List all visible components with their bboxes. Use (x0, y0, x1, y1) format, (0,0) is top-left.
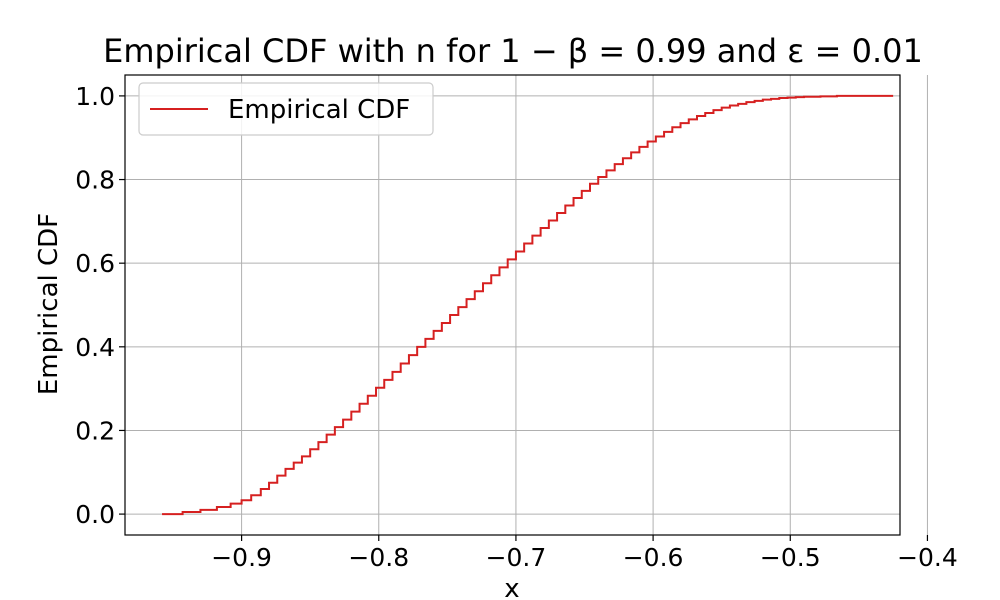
legend-label: Empirical CDF (228, 95, 410, 125)
y-tick-label: 0.4 (75, 333, 115, 362)
y-tick-label: 0.2 (75, 416, 115, 445)
x-tick-label: −0.5 (760, 543, 821, 572)
series-layer (162, 94, 894, 516)
x-tick-label: −0.6 (623, 543, 684, 572)
x-tick-label: −0.9 (211, 543, 272, 572)
y-axis-label: Empirical CDF (34, 213, 64, 395)
plot-frame (124, 74, 901, 536)
y-tick-label: 0.8 (75, 166, 115, 195)
legend: Empirical CDF (138, 82, 434, 136)
y-tick-label: 0.0 (75, 500, 115, 529)
y-tick-label: 1.0 (75, 82, 115, 111)
chart-title: Empirical CDF with n for 1 − β = 0.99 an… (103, 32, 923, 70)
x-tick-label: −0.4 (897, 543, 958, 572)
axis-ticks: −0.9 −0.8 −0.7 −0.6 −0.5 −0.4 0.0 0.2 0.4 0.6 0.8 1… (75, 82, 958, 572)
legend-frame (138, 82, 434, 136)
grid-lines (125, 75, 928, 535)
y-tick-label: 0.6 (75, 249, 115, 278)
x-axis-label: x (504, 574, 519, 600)
x-tick-label: −0.8 (348, 543, 409, 572)
series-line-empirical-cdf (162, 94, 894, 516)
x-tick-label: −0.7 (486, 543, 547, 572)
